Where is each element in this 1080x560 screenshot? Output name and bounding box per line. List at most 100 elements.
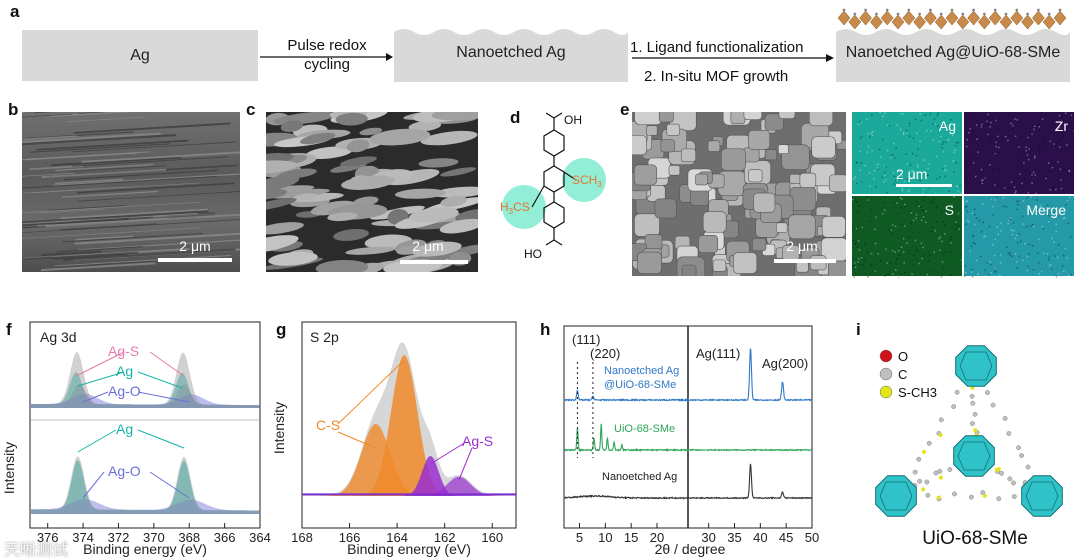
eds-pixel [861,257,863,259]
eds-pixel [953,171,955,173]
eds-pixel [998,233,1000,235]
mof-crystal-tip [1015,9,1018,12]
scale-bar-c [400,260,468,264]
eds-pixel [1022,157,1024,159]
linker-carbon [939,418,943,422]
eds-pixel [868,199,870,201]
eds-pixel [861,181,863,183]
eds-pixel [1066,257,1068,259]
eds-pixel [1024,243,1026,245]
eds-pixel [968,132,970,134]
step2-line2: 2. In-situ MOF growth [644,67,840,86]
eds-pixel [1026,150,1028,152]
eds-pixel [1037,253,1039,255]
eds-pixel [904,272,906,274]
eds-pixel [892,273,894,275]
eds-pixel [1053,187,1055,189]
scale-bar-e [774,259,836,263]
eds-pixel [1035,193,1037,194]
eds-pixel [869,186,871,188]
legend-label: C [898,367,907,382]
eds-pixel [858,258,860,260]
eds-pixel [967,220,969,222]
eds-pixel [872,131,874,133]
eds-pixel [890,263,892,265]
eds-pixel [958,191,960,193]
linker-carbon [1008,477,1012,481]
eds-pixel [913,138,915,140]
eds-pixel [877,164,879,166]
sem-grain [638,252,662,274]
eds-pixel [901,207,903,209]
eds-pixel [1007,223,1009,225]
linker-carbon [991,403,995,407]
xrd-plot: (111) (220) Ag(111) Ag(200) Nanoetched A… [540,318,830,558]
step2-arrow [630,51,836,65]
f-arrow [83,472,104,498]
eds-pixel [909,125,911,127]
eds-label-s: S [945,202,954,218]
f-xtick-label: 366 [214,530,236,545]
eds-pixel [854,228,856,230]
eds-pixel [971,269,973,271]
linker-sulfur [937,496,941,500]
g-xtick-label: 168 [291,530,313,545]
eds-pixel [922,193,924,194]
eds-pixel [974,209,976,211]
eds-pixel [935,230,937,232]
eds-pixel [1025,146,1027,148]
eds-pixel [987,125,989,127]
eds-pixel [986,121,988,123]
eds-label-merge: Merge [1026,202,1066,218]
mof-crystal [870,15,882,29]
eds-pixel [1015,136,1017,138]
linker-sulfur [997,467,1001,471]
eds-pixel [988,274,990,276]
ho-bottom: HO [524,247,542,261]
linker-carbon [969,495,973,499]
h-xtick-label: 15 [624,530,638,545]
eds-pixel [959,228,961,230]
eds-pixel [972,212,974,214]
eds-pixel [971,246,973,248]
eds-pixel [1034,156,1036,158]
eds-pixel [1032,245,1034,247]
mof-structure: OCS-CH3 [866,336,1072,532]
eds-pixel [1007,129,1009,131]
eds-pixel [889,125,891,127]
eds-pixel [1034,126,1036,128]
eds-pixel [902,190,904,192]
g-arrow-ags-2 [459,448,472,480]
eds-pixel [1021,183,1023,185]
eds-pixel [1033,226,1035,228]
eds-pixel [956,142,958,144]
eds-pixel [933,202,935,204]
eds-pixel [906,130,908,132]
sem-grain [690,189,708,205]
sem-streak [35,112,76,113]
eds-pixel [1066,172,1068,174]
eds-pixel [983,192,985,194]
linker-carbon [970,394,974,398]
h-xtick-label: 50 [805,530,819,545]
linker-carbon [926,493,930,497]
linker-carbon [913,470,917,474]
eds-pixel [936,206,938,208]
eds-pixel [981,169,983,171]
eds-pixel [873,178,875,180]
mof-crystal [1000,15,1012,29]
eds-pixel [1042,143,1044,145]
eds-pixel [857,212,859,214]
eds-pixel [934,118,936,120]
eds-pixel [937,115,939,117]
eds-pixel [990,264,992,266]
linker-carbon [952,492,956,496]
panel-c-label: c [246,100,255,120]
eds-pixel [893,172,895,174]
eds-pixel [961,254,962,256]
eds-pixel [970,154,972,156]
sem-grain [682,265,696,276]
s2p-title: S 2p [310,329,339,345]
eds-pixel [1003,185,1005,187]
eds-pixel [875,186,877,188]
